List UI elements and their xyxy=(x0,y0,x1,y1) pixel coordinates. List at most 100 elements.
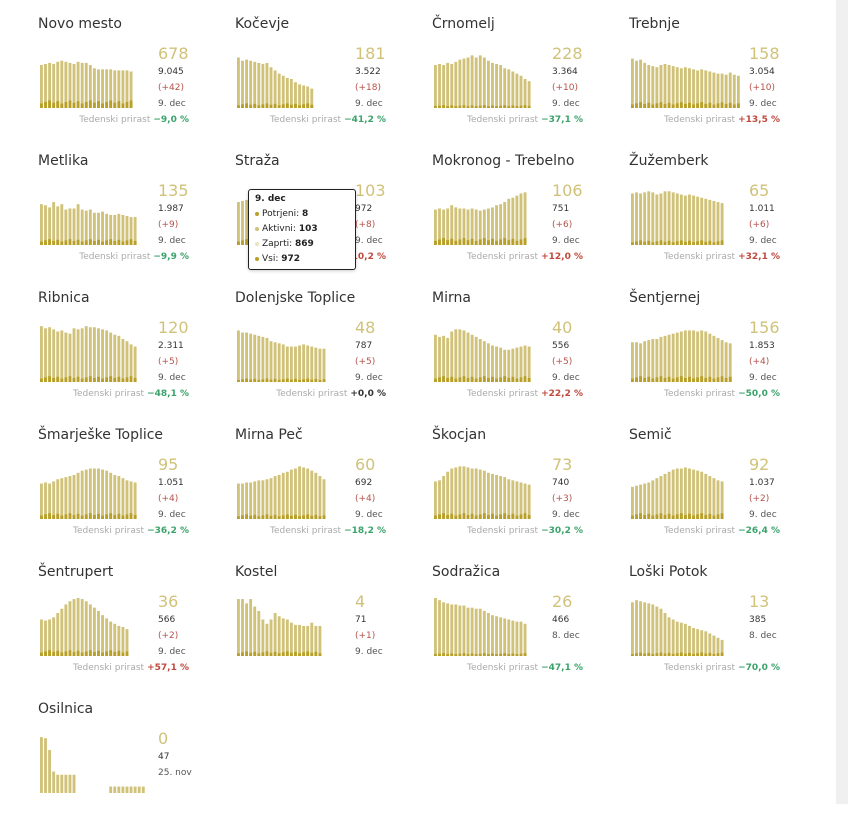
active-bar[interactable] xyxy=(269,619,273,656)
active-bar[interactable] xyxy=(60,204,64,245)
active-bar[interactable] xyxy=(125,70,129,108)
active-bar[interactable] xyxy=(446,603,450,656)
active-bar[interactable] xyxy=(253,334,257,382)
active-bar[interactable] xyxy=(310,470,314,519)
municipality-card[interactable]: Metlika 135 1.987 (+9) 9. dec Tedenski priras… xyxy=(38,153,235,290)
active-bar[interactable] xyxy=(281,618,285,656)
active-bar[interactable] xyxy=(663,63,667,108)
active-bar[interactable] xyxy=(696,470,700,519)
active-bar[interactable] xyxy=(442,209,446,245)
active-bar[interactable] xyxy=(434,209,437,245)
active-bar[interactable] xyxy=(438,208,441,245)
active-bar[interactable] xyxy=(117,70,121,108)
municipality-card[interactable]: Semič 92 1.037 (+2) 9. dec Tedenski prirast −2… xyxy=(629,427,826,564)
active-bar[interactable] xyxy=(84,601,88,656)
active-bar[interactable] xyxy=(716,73,720,108)
active-bar[interactable] xyxy=(125,786,129,793)
active-bar[interactable] xyxy=(446,337,450,382)
active-bar[interactable] xyxy=(113,786,117,793)
active-bar[interactable] xyxy=(643,192,647,245)
active-bar[interactable] xyxy=(454,207,458,245)
active-bar[interactable] xyxy=(639,484,643,519)
active-bar[interactable] xyxy=(732,74,736,108)
active-bar[interactable] xyxy=(667,471,671,519)
active-bar[interactable] xyxy=(237,202,240,245)
active-bar[interactable] xyxy=(635,600,638,656)
active-bar[interactable] xyxy=(655,194,659,245)
active-bar[interactable] xyxy=(700,330,704,382)
active-bar[interactable] xyxy=(458,605,462,656)
sparkline-bar-chart[interactable] xyxy=(434,50,544,122)
active-bar[interactable] xyxy=(470,468,474,519)
active-bar[interactable] xyxy=(302,625,306,656)
active-bar[interactable] xyxy=(442,335,446,382)
active-bar[interactable] xyxy=(712,478,716,519)
active-bar[interactable] xyxy=(277,616,281,656)
active-bar[interactable] xyxy=(68,774,72,793)
active-bar[interactable] xyxy=(60,608,64,656)
active-bar[interactable] xyxy=(647,191,651,245)
active-bar[interactable] xyxy=(129,786,133,793)
active-bar[interactable] xyxy=(44,738,47,793)
active-bar[interactable] xyxy=(60,330,64,382)
active-bar[interactable] xyxy=(716,337,720,382)
active-bar[interactable] xyxy=(48,62,52,108)
active-bar[interactable] xyxy=(720,340,724,382)
active-bar[interactable] xyxy=(64,774,68,793)
active-bar[interactable] xyxy=(273,70,277,108)
active-bar[interactable] xyxy=(310,88,314,108)
municipality-card[interactable]: Mirna Peč 60 692 (+4) 9. dec Tedenski prirast… xyxy=(235,427,432,564)
active-bar[interactable] xyxy=(482,610,486,656)
active-bar[interactable] xyxy=(683,467,687,519)
active-bar[interactable] xyxy=(241,200,244,245)
active-bar[interactable] xyxy=(257,62,261,108)
active-bar[interactable] xyxy=(454,329,458,382)
active-bar[interactable] xyxy=(519,482,523,519)
active-bar[interactable] xyxy=(141,786,145,793)
active-bar[interactable] xyxy=(40,326,43,382)
active-bar[interactable] xyxy=(643,62,647,108)
active-bar[interactable] xyxy=(450,604,454,656)
municipality-card[interactable]: Mokronog - Trebelno 106 751 (+6) 9. dec Teden… xyxy=(432,153,629,290)
active-bar[interactable] xyxy=(507,619,511,656)
active-bar[interactable] xyxy=(56,613,60,656)
active-bar[interactable] xyxy=(651,192,655,245)
active-bar[interactable] xyxy=(486,343,490,382)
active-bar[interactable] xyxy=(105,330,109,382)
active-bar[interactable] xyxy=(720,203,724,245)
active-bar[interactable] xyxy=(478,469,482,519)
active-bar[interactable] xyxy=(704,331,708,382)
active-bar[interactable] xyxy=(113,334,117,382)
active-bar[interactable] xyxy=(121,627,125,656)
active-bar[interactable] xyxy=(281,75,285,108)
active-bar[interactable] xyxy=(647,482,651,519)
sparkline-bar-chart[interactable] xyxy=(237,324,347,396)
active-bar[interactable] xyxy=(442,476,446,519)
active-bar[interactable] xyxy=(80,470,84,519)
active-bar[interactable] xyxy=(474,608,478,656)
active-bar[interactable] xyxy=(52,202,56,245)
active-bar[interactable] xyxy=(458,466,462,519)
sparkline-bar-chart[interactable] xyxy=(40,598,150,670)
active-bar[interactable] xyxy=(44,205,47,245)
active-bar[interactable] xyxy=(675,193,679,245)
active-bar[interactable] xyxy=(438,63,441,108)
active-bar[interactable] xyxy=(503,349,507,382)
active-bar[interactable] xyxy=(515,195,519,245)
active-bar[interactable] xyxy=(129,481,133,519)
active-bar[interactable] xyxy=(507,479,511,519)
active-bar[interactable] xyxy=(462,466,466,519)
active-bar[interactable] xyxy=(671,192,675,245)
municipality-card[interactable]: Novo mesto 678 9.045 (+42) 9. dec Tedenski pr… xyxy=(38,16,235,153)
active-bar[interactable] xyxy=(704,631,708,656)
active-bar[interactable] xyxy=(708,476,712,519)
active-bar[interactable] xyxy=(675,468,679,519)
active-bar[interactable] xyxy=(40,204,43,245)
active-bar[interactable] xyxy=(736,75,740,108)
active-bar[interactable] xyxy=(651,339,655,382)
active-bar[interactable] xyxy=(482,341,486,382)
active-bar[interactable] xyxy=(56,206,60,245)
active-bar[interactable] xyxy=(56,331,60,382)
active-bar[interactable] xyxy=(249,60,253,108)
active-bar[interactable] xyxy=(454,467,458,519)
